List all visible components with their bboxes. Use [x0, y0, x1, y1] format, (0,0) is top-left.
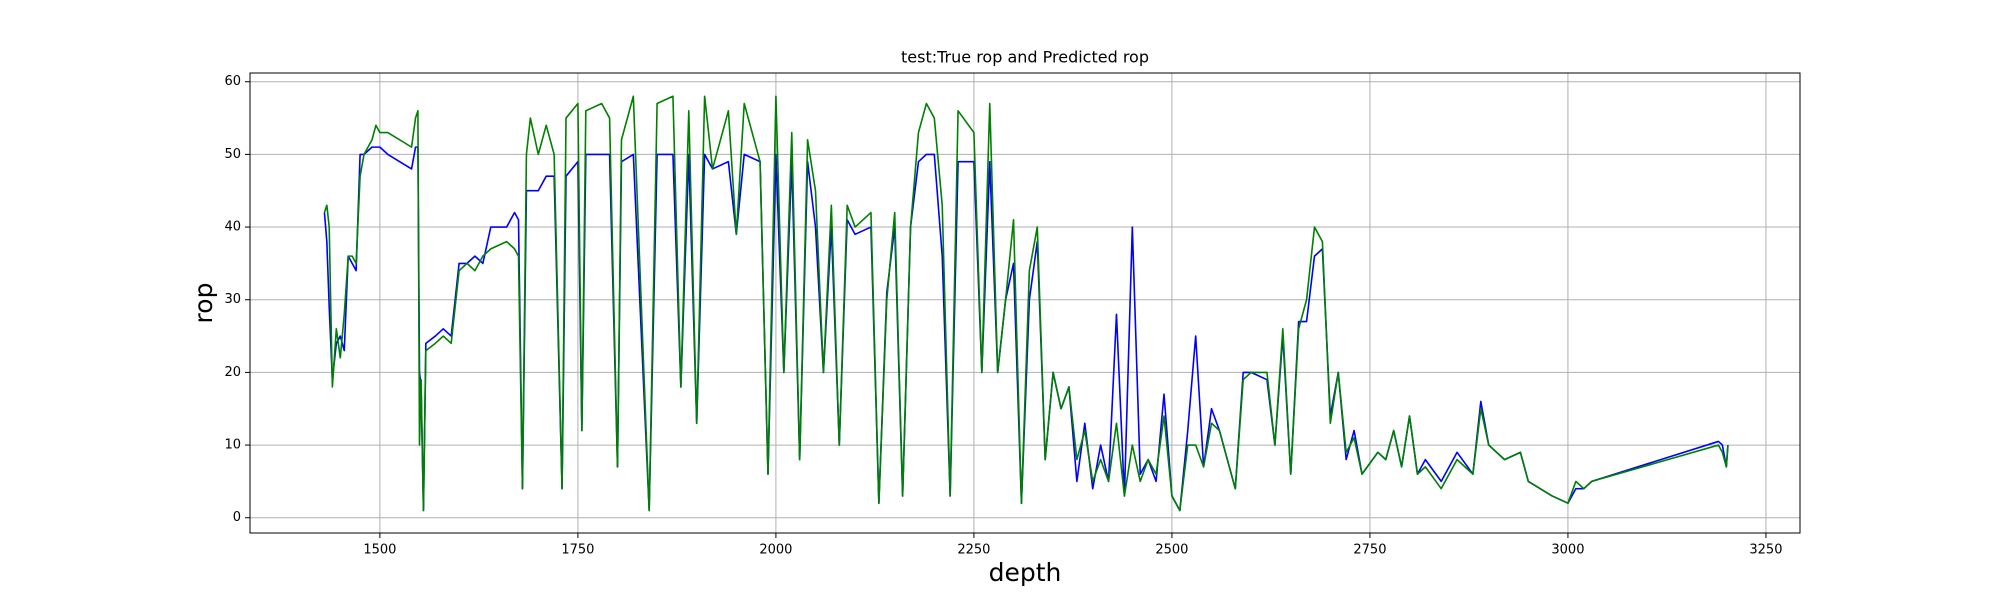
plot-frame	[249, 72, 1801, 534]
x-tick-label: 2500	[1155, 543, 1188, 558]
chart-title: test:True rop and Predicted rop	[901, 48, 1149, 67]
y-tick-label: 20	[224, 365, 241, 380]
y-tick-label: 0	[233, 510, 241, 525]
y-tick-label: 10	[224, 438, 241, 453]
x-tick-label: 2250	[957, 543, 990, 558]
x-tick-label: 3000	[1551, 543, 1584, 558]
y-tick-label: 30	[224, 292, 241, 307]
x-tick-label: 2000	[759, 543, 792, 558]
y-tick-label: 60	[224, 74, 241, 89]
x-axis-label: depth	[989, 558, 1062, 587]
x-tick-label: 1750	[561, 543, 594, 558]
data-line	[323, 95, 1729, 512]
y-tick-label: 50	[224, 147, 241, 162]
x-tick-label: 2750	[1353, 543, 1386, 558]
y-tick-label: 40	[224, 220, 241, 235]
x-tick-label: 3250	[1749, 543, 1782, 558]
data-line	[323, 146, 1729, 512]
y-axis-label: rop	[189, 283, 218, 324]
x-tick-label: 1500	[363, 543, 396, 558]
